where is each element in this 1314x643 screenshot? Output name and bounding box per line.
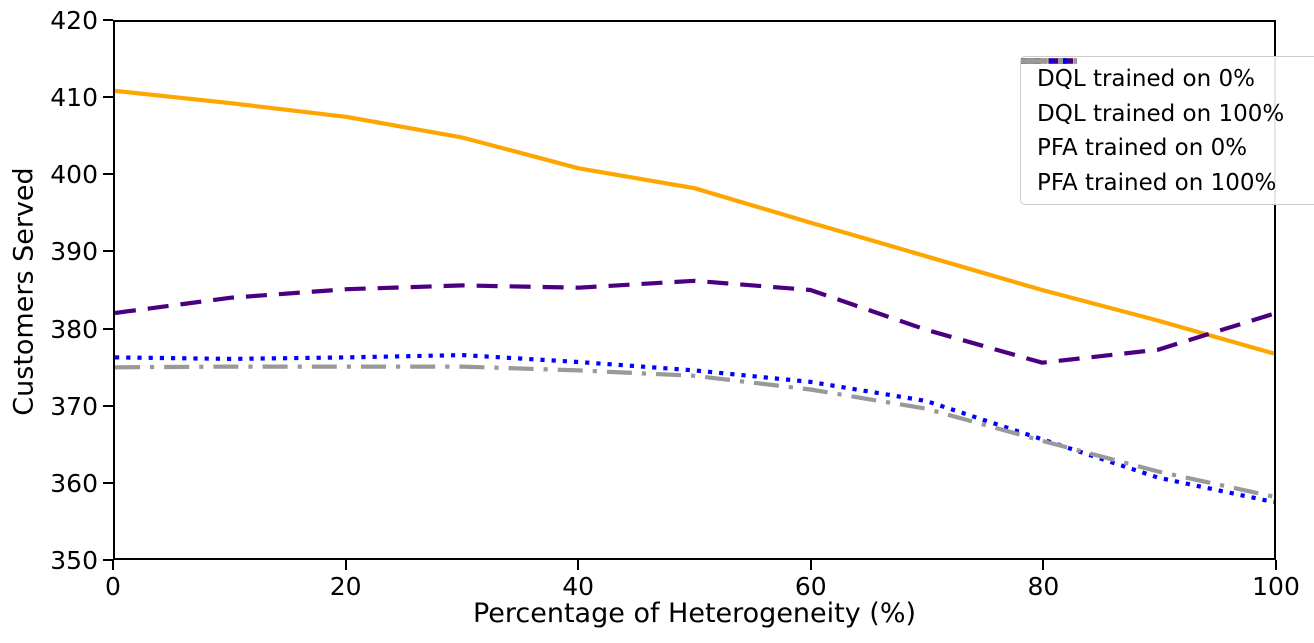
x-axis-label: Percentage of Heterogeneity (%) xyxy=(472,598,917,629)
y-tick-mark xyxy=(103,481,113,484)
legend-line-sample xyxy=(1021,58,1077,64)
x-tick-mark xyxy=(809,560,812,570)
y-tick-mark xyxy=(103,19,113,21)
y-tick-label: 390 xyxy=(50,237,98,267)
x-tick-mark xyxy=(1042,560,1045,570)
legend: DQL trained on 0% DQL trained on 100% PFA … xyxy=(1020,56,1314,205)
y-tick-mark xyxy=(103,250,113,253)
plot-area: DQL trained on 0% DQL trained on 100% PFA … xyxy=(113,20,1314,560)
x-tick-mark xyxy=(1275,560,1277,570)
legend-item: PFA trained on 0% xyxy=(1021,58,1314,166)
y-tick-mark xyxy=(103,327,113,330)
x-tick-label: 0 xyxy=(105,572,121,601)
y-tick-label: 420 xyxy=(50,6,98,35)
chart-canvas xyxy=(115,88,1274,505)
y-tick-label: 360 xyxy=(50,468,98,498)
legend-label: PFA trained on 100% xyxy=(1037,169,1277,196)
x-tick-mark xyxy=(112,560,114,570)
x-tick-label: 60 xyxy=(794,572,827,601)
y-tick-label: 380 xyxy=(50,314,98,344)
y-tick-label: 350 xyxy=(50,546,98,575)
y-tick-mark xyxy=(103,559,113,561)
x-tick-label: 80 xyxy=(1027,572,1060,601)
series-line-2 xyxy=(115,278,1274,365)
x-tick-label: 40 xyxy=(562,572,595,601)
legend-label: PFA trained on 0% xyxy=(1037,135,1248,162)
y-tick-label: 370 xyxy=(50,391,98,421)
x-tick-label: 20 xyxy=(329,572,362,601)
legend-label: DQL trained on 0% xyxy=(1037,66,1255,93)
legend-line-sample xyxy=(1021,58,1077,64)
legend-item: DQL trained on 0% xyxy=(1021,58,1314,97)
legend-item: PFA trained on 100% xyxy=(1021,58,1314,201)
series-line-1 xyxy=(115,88,1274,356)
x-tick-label: 100 xyxy=(1252,572,1300,601)
y-tick-mark xyxy=(103,96,113,99)
x-tick-mark xyxy=(344,560,347,570)
y-tick-mark xyxy=(103,404,113,407)
legend-item: DQL trained on 100% xyxy=(1021,58,1314,132)
y-tick-label: 410 xyxy=(50,83,98,113)
legend-label: DQL trained on 100% xyxy=(1037,100,1285,127)
y-tick-label: 400 xyxy=(50,160,98,190)
series-line-4 xyxy=(115,364,1274,499)
x-tick-mark xyxy=(577,560,580,570)
y-tick-mark xyxy=(103,173,113,176)
series-line-3 xyxy=(115,353,1274,505)
